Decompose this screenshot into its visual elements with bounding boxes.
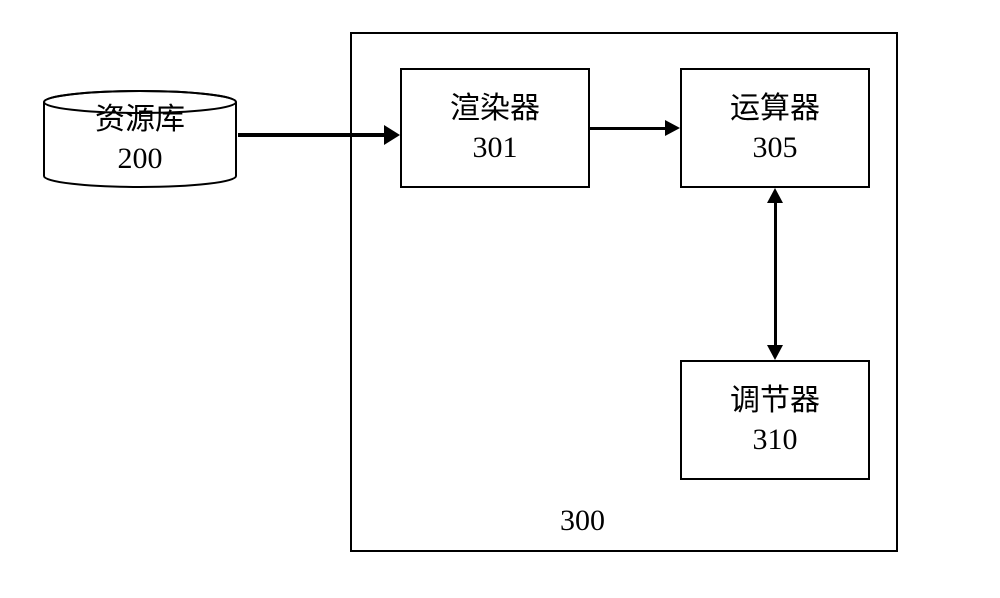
- system-container-number: 300: [560, 504, 605, 538]
- resource-db-label: 资源库: [95, 100, 185, 139]
- resource-db-cylinder: 资源库 200: [42, 90, 238, 188]
- arrow-head-down: [767, 345, 783, 360]
- operator-label: 运算器: [730, 89, 820, 128]
- resource-db-number: 200: [95, 139, 185, 178]
- arrow-db-to-renderer: [238, 133, 386, 137]
- arrow-operator-regulator: [774, 202, 777, 346]
- operator-number: 305: [753, 128, 798, 167]
- operator-box: 运算器 305: [680, 68, 870, 188]
- arrow-head-db-to-renderer: [384, 125, 400, 145]
- arrow-renderer-to-operator: [590, 127, 666, 130]
- regulator-number: 310: [753, 420, 798, 459]
- arrow-head-up: [767, 188, 783, 203]
- arrow-head-renderer-to-operator: [665, 120, 680, 136]
- renderer-label: 渲染器: [450, 89, 540, 128]
- regulator-label: 调节器: [730, 381, 820, 420]
- renderer-number: 301: [473, 128, 518, 167]
- regulator-box: 调节器 310: [680, 360, 870, 480]
- renderer-box: 渲染器 301: [400, 68, 590, 188]
